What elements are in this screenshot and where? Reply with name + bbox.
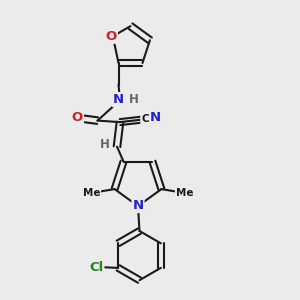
Text: H: H	[100, 138, 109, 151]
Text: Me: Me	[83, 188, 100, 198]
Text: H: H	[129, 93, 138, 106]
Text: Cl: Cl	[89, 261, 103, 274]
Text: O: O	[106, 30, 117, 43]
Text: Me: Me	[176, 188, 193, 198]
Text: N: N	[150, 111, 161, 124]
Text: O: O	[72, 111, 83, 124]
Text: C: C	[141, 113, 149, 124]
Text: N: N	[132, 199, 144, 212]
Text: N: N	[113, 93, 124, 106]
